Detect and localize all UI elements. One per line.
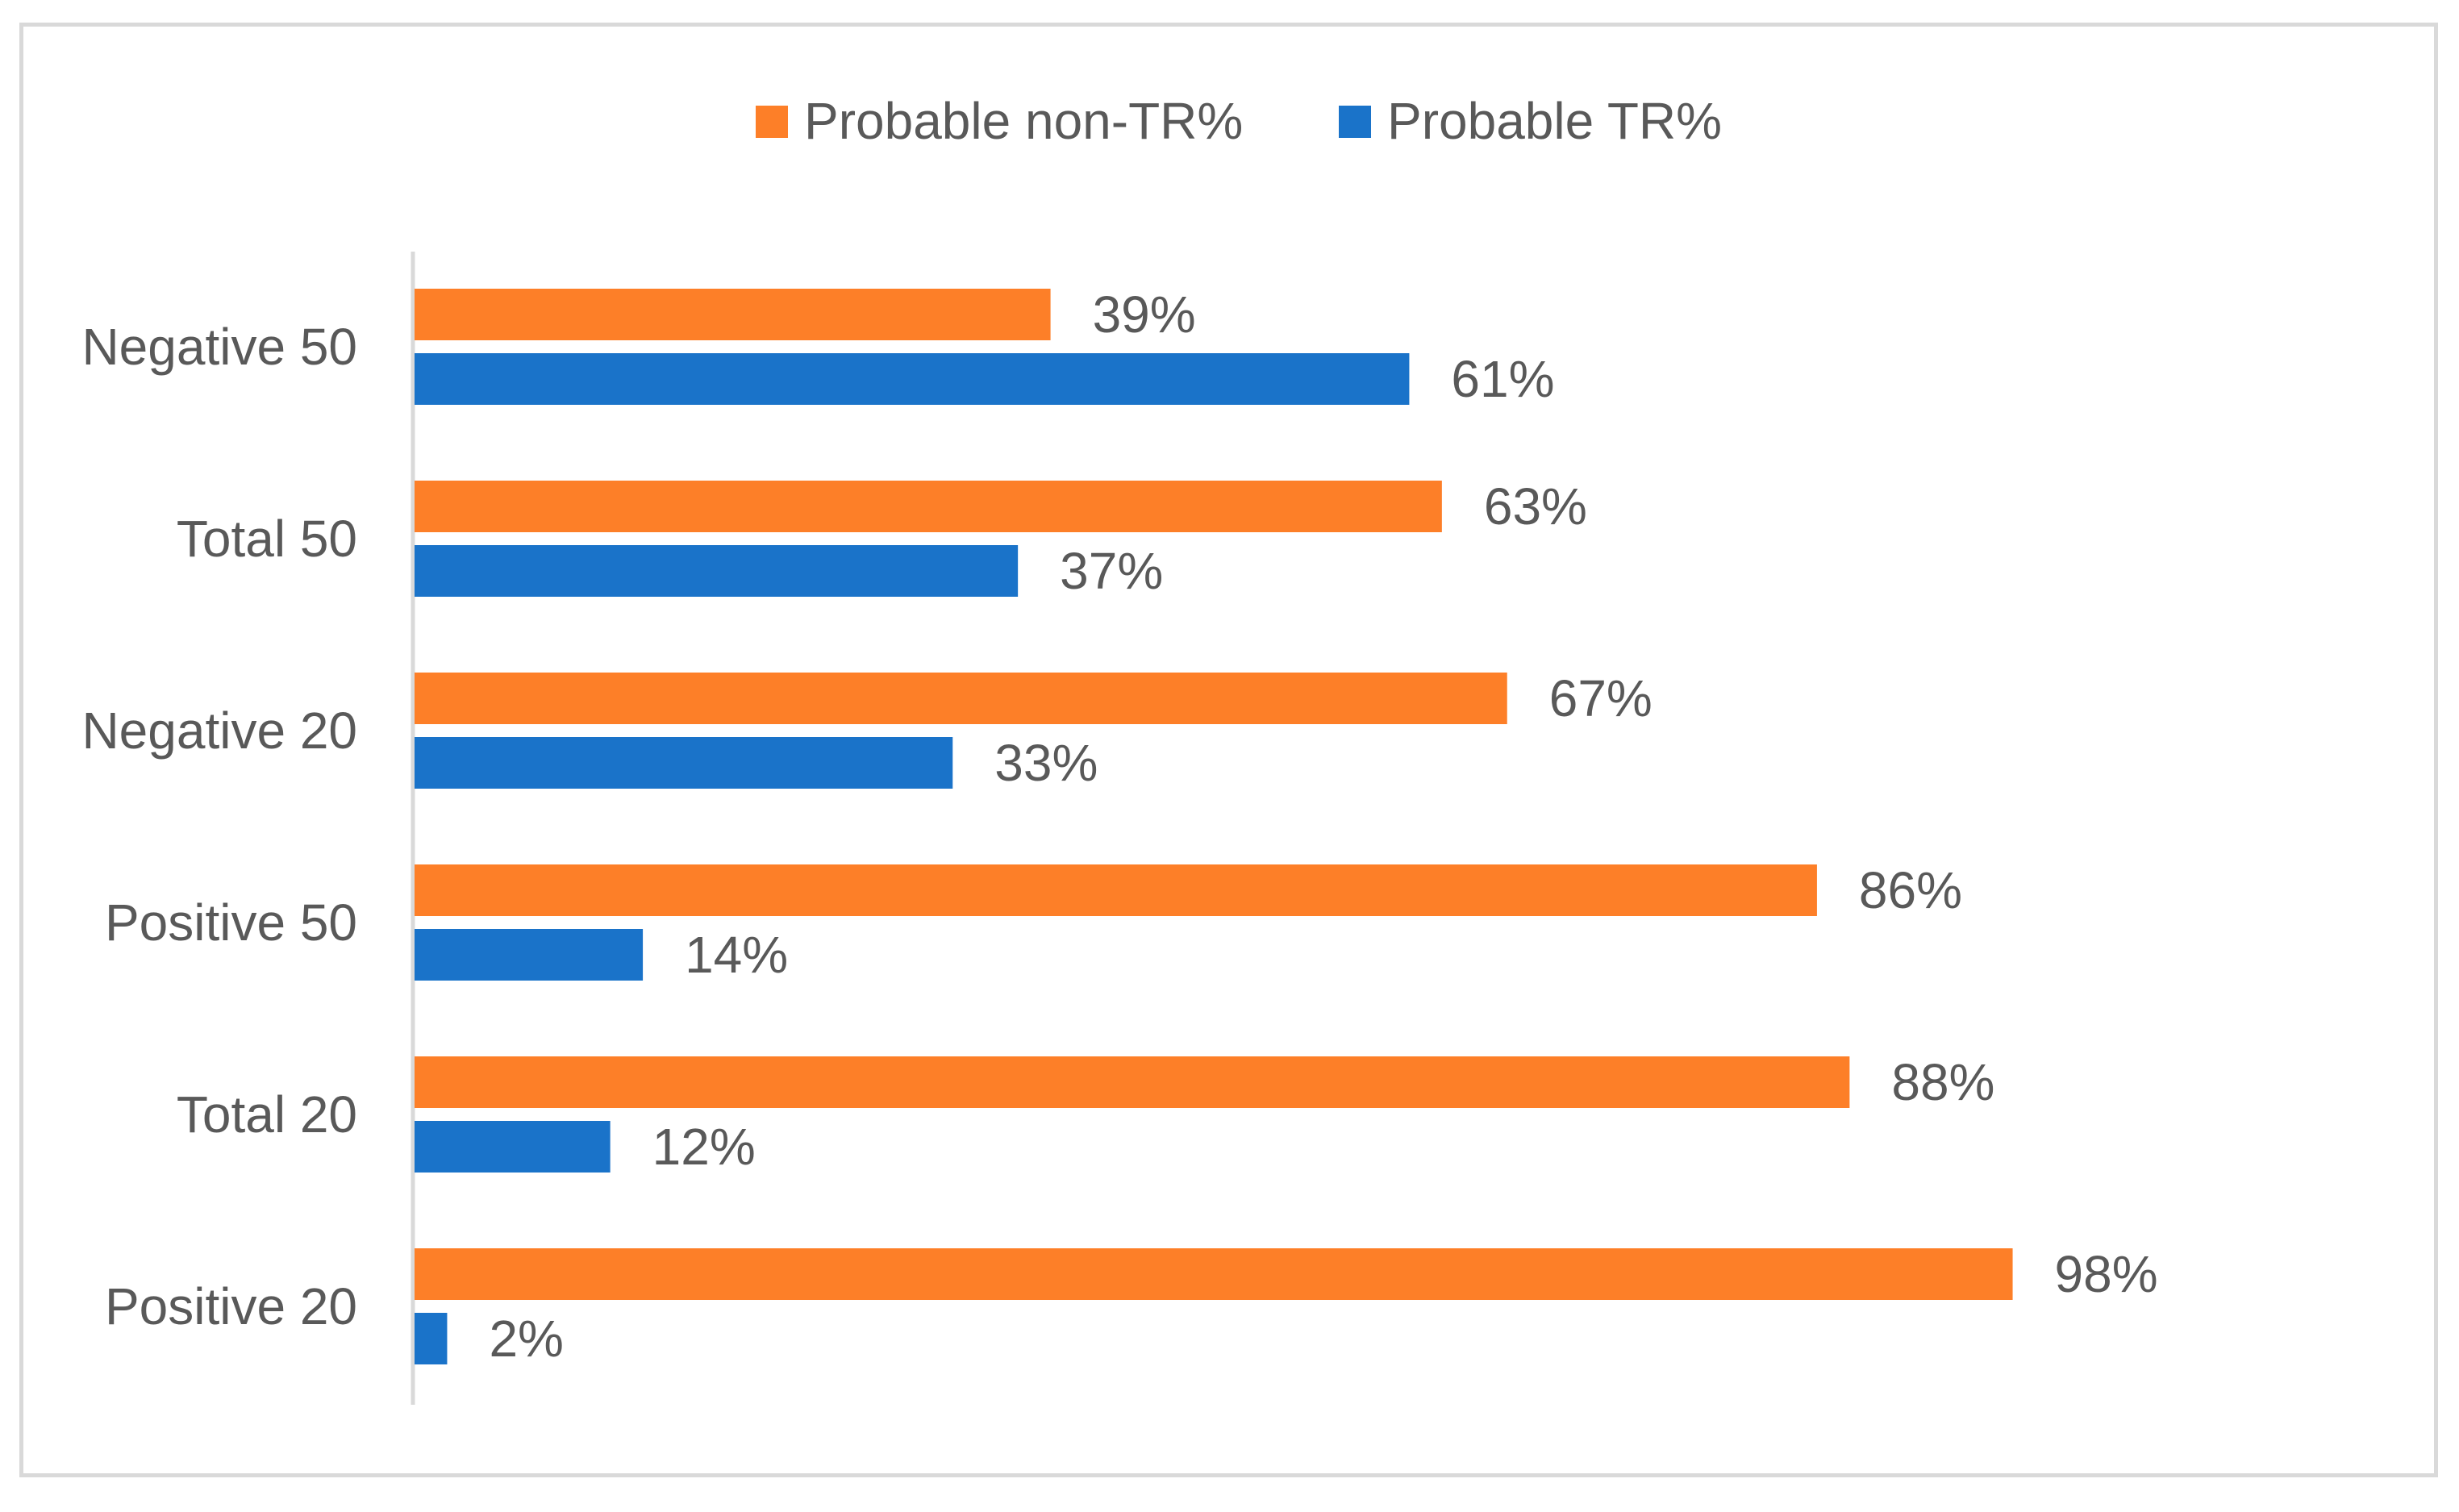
legend: Probable non-TR% Probable TR%: [756, 92, 1722, 150]
bar-tr-negative-20: [415, 737, 953, 789]
category-label-positive-50: Positive 50: [105, 893, 357, 952]
data-label-tr-negative-20: 33%: [994, 734, 1098, 792]
category-label-total-50: Total 50: [177, 510, 357, 568]
legend-label-non-tr: Probable non-TR%: [804, 92, 1243, 150]
bar-tr-positive-20: [415, 1313, 448, 1364]
data-label-non-tr-negative-20: 67%: [1549, 669, 1653, 727]
data-label-non-tr-total-50: 63%: [1484, 477, 1587, 535]
bar-non-tr-positive-50: [415, 864, 1817, 916]
bar-tr-positive-50: [415, 929, 644, 981]
bar-tr-negative-50: [415, 353, 1410, 405]
legend-label-tr: Probable TR%: [1387, 92, 1722, 150]
data-label-non-tr-total-20: 88%: [1891, 1053, 1994, 1111]
category-label-negative-50: Negative 50: [81, 318, 357, 376]
data-label-tr-positive-20: 2%: [489, 1310, 564, 1368]
legend-swatch-tr: [1339, 106, 1371, 138]
data-label-tr-positive-50: 14%: [685, 926, 788, 984]
category-label-total-20: Total 20: [177, 1085, 357, 1143]
category-label-negative-20: Negative 20: [81, 702, 357, 760]
data-label-tr-negative-50: 61%: [1451, 350, 1554, 408]
bar-non-tr-total-20: [415, 1056, 1850, 1108]
data-label-non-tr-negative-50: 39%: [1093, 285, 1196, 344]
bar-non-tr-total-50: [415, 481, 1442, 532]
bar-non-tr-positive-20: [415, 1248, 2013, 1300]
data-label-non-tr-positive-50: 86%: [1859, 861, 1962, 919]
legend-swatch-non-tr: [756, 106, 788, 138]
category-label-positive-20: Positive 20: [105, 1277, 357, 1335]
bar-tr-total-50: [415, 545, 1019, 597]
bar-tr-total-20: [415, 1121, 611, 1173]
bar-non-tr-negative-50: [415, 289, 1051, 340]
data-label-tr-total-50: 37%: [1060, 542, 1163, 600]
data-label-tr-total-20: 12%: [652, 1118, 756, 1176]
bar-non-tr-negative-20: [415, 673, 1507, 724]
bar-marks: 39% 61% 63% 37% 67% 33% 86% 14% 88% 12% 98% 2%: [415, 285, 2158, 1368]
data-label-non-tr-positive-20: 98%: [2055, 1245, 2158, 1303]
